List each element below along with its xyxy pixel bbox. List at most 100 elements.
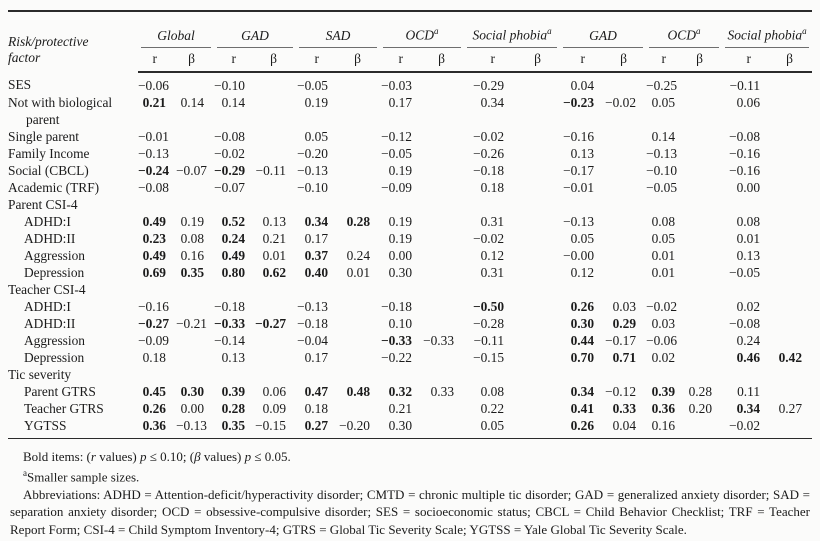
value-cell	[422, 94, 464, 128]
column-group-global: Global	[138, 11, 214, 48]
value-cell: 0.28	[346, 213, 371, 229]
value-cell: −0.28	[473, 315, 505, 331]
value-cell	[422, 264, 464, 281]
value-cell: −0.27	[138, 315, 170, 331]
value-cell	[296, 281, 338, 298]
value-cell: −0.03	[381, 77, 413, 93]
value-cell	[422, 366, 464, 383]
value-cell	[514, 349, 560, 366]
value-cell	[514, 94, 560, 128]
value-cell: −0.05	[297, 77, 329, 93]
value-cell	[138, 366, 176, 383]
value-cell	[422, 213, 464, 230]
column-group-label: OCD	[405, 27, 435, 43]
value-cell: −0.01	[563, 179, 595, 195]
value-cell: 0.10	[388, 315, 413, 331]
value-cell	[514, 145, 560, 162]
value-cell: 0.14	[221, 94, 246, 110]
value-cell	[560, 196, 604, 213]
value-cell: 0.05	[480, 417, 505, 433]
value-cell	[722, 281, 770, 298]
value-cell: 0.30	[388, 417, 413, 433]
value-cell	[604, 179, 646, 196]
value-cell	[255, 128, 296, 145]
value-cell	[514, 332, 560, 349]
value-cell: −0.50	[472, 298, 505, 314]
value-cell: −0.26	[473, 145, 505, 161]
value-cell	[770, 128, 812, 145]
value-cell: 0.24	[346, 247, 371, 263]
table-header: Risk/protective factor Global GAD SAD OCDa Soc…	[8, 11, 813, 73]
table-row: Depression 0.69 0.35 0.80 0.62 0.40 0.01 0.30 0.…	[8, 264, 812, 281]
value-cell	[464, 281, 514, 298]
value-cell: 0.02	[736, 298, 761, 314]
value-cell: 0.35	[221, 417, 246, 433]
value-cell: −0.06	[138, 77, 169, 93]
value-cell: −0.11	[473, 332, 505, 348]
value-cell: 0.21	[142, 94, 166, 110]
section-row: Teacher CSI-4	[8, 281, 812, 298]
value-cell	[296, 366, 338, 383]
value-cell: 0.00	[180, 400, 205, 416]
value-cell	[770, 417, 812, 439]
column-group-label: Social phobia	[472, 27, 548, 43]
footnote-bold-items-part: Bold items: (	[23, 448, 91, 464]
footnote-bold-items: Bold items: (r values) p ≤ 0.10; (β valu…	[10, 448, 810, 466]
value-cell: −0.12	[605, 383, 637, 399]
value-cell: −0.20	[339, 417, 371, 433]
value-cell: 0.17	[304, 230, 329, 246]
value-cell: 0.19	[388, 162, 413, 178]
value-cell: 0.29	[612, 315, 637, 331]
value-cell	[514, 179, 560, 196]
value-cell: 0.27	[778, 400, 803, 416]
value-cell	[422, 417, 464, 439]
subcol-r: r	[646, 47, 686, 73]
value-cell	[514, 281, 560, 298]
value-cell: −0.05	[381, 145, 413, 161]
value-cell: 0.35	[180, 264, 205, 280]
value-cell	[770, 213, 812, 230]
value-cell: −0.10	[646, 162, 678, 178]
value-cell	[685, 349, 722, 366]
table-row: Depression 0.18 0.13 0.17 −0.22 −0.15 0.70 0.71…	[8, 349, 812, 366]
table-body: SES −0.06 −0.10 −0.05 −0.03 −0.29 0.04 −0.25 −0.…	[8, 72, 812, 439]
row-label: Teacher GTRS	[24, 400, 104, 416]
footnote-bold-items-part: β	[194, 448, 201, 464]
value-cell: −0.11	[255, 162, 287, 178]
value-cell: −0.12	[381, 128, 413, 144]
value-cell	[514, 230, 560, 247]
table-row: YGTSS 0.36 −0.13 0.35 −0.15 0.27 −0.20 0.30 0.05…	[8, 417, 812, 439]
value-cell	[560, 281, 604, 298]
value-cell	[422, 196, 464, 213]
value-cell	[685, 213, 722, 230]
value-cell: 0.05	[570, 230, 595, 246]
value-cell: −0.01	[138, 128, 169, 144]
row-header-title: Risk/protective factor	[8, 11, 138, 72]
value-cell	[514, 72, 560, 94]
value-cell: 0.39	[221, 383, 246, 399]
value-cell: 0.05	[304, 128, 329, 144]
value-cell	[685, 332, 722, 349]
value-cell	[338, 94, 380, 128]
value-cell: 0.01	[736, 230, 761, 246]
value-cell	[338, 400, 380, 417]
value-cell: −0.20	[297, 145, 329, 161]
value-cell: 0.19	[388, 230, 413, 246]
value-cell: −0.18	[381, 298, 413, 314]
value-cell	[770, 145, 812, 162]
subcol-r: r	[138, 47, 176, 73]
value-cell: −0.07	[214, 179, 246, 195]
value-cell	[770, 315, 812, 332]
column-group-ocd: OCDa	[380, 11, 464, 48]
value-cell	[514, 213, 560, 230]
footnote-bold-items-part: p	[244, 448, 252, 464]
section-label: Tic severity	[8, 366, 72, 382]
value-cell: −0.02	[646, 298, 678, 314]
value-cell	[685, 179, 722, 196]
value-cell: 0.33	[612, 400, 637, 416]
value-cell	[770, 94, 812, 128]
value-cell: 0.13	[262, 213, 287, 229]
value-cell: −0.17	[563, 162, 595, 178]
value-cell: 0.05	[651, 94, 676, 110]
section-row: Tic severity	[8, 366, 812, 383]
